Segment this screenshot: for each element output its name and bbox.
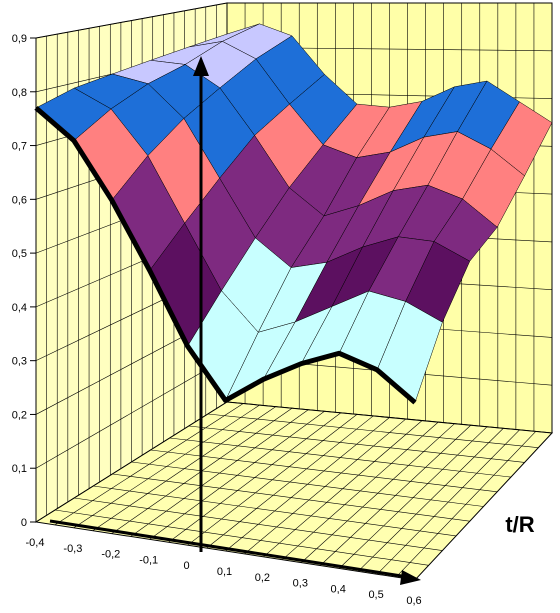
- x-tick-label: -0,1: [139, 554, 158, 566]
- x-tick-label: -0,4: [26, 537, 45, 549]
- z-tick-label: 0,4: [12, 302, 27, 314]
- z-axis-arrow-head: [193, 56, 209, 76]
- back-wall-hline: [35, 2, 228, 39]
- x-tick-label: 0: [184, 560, 190, 572]
- x-axis-ticks: -0,4 -0,3 -0,2 -0,1 0 0,1 0,2 0,3 0,4 0,5 0,6: [26, 537, 422, 607]
- x-tick-label: 0,3: [293, 578, 308, 590]
- x-tick-label: 0,4: [331, 583, 346, 595]
- front-edge: [34, 106, 417, 405]
- x-axis-arrow-line: [49, 519, 409, 579]
- z-tick-label: 0,5: [12, 248, 27, 260]
- surface-mesh: [35, 23, 553, 403]
- x-tick-label: 0,5: [368, 589, 383, 601]
- floor-line-width: [93, 485, 457, 537]
- floor-line-width: [112, 473, 470, 522]
- z-tick-label: 0,7: [12, 141, 27, 153]
- z-tick-label: 0,1: [12, 463, 27, 475]
- z-tick-label: 0,2: [12, 409, 27, 421]
- floor-line-width: [74, 497, 443, 551]
- z-tick-label: 0,9: [12, 33, 27, 45]
- floor-line-width: [169, 437, 511, 478]
- floor-line-width: [131, 461, 484, 507]
- floor-line-width: [207, 413, 539, 448]
- x-tick-label: 0,1: [217, 566, 232, 578]
- x-tick-label: 0,6: [406, 595, 421, 607]
- z-axis-ticks: 0 0,1 0,2 0,3 0,4 0,5 0,6 0,7 0,8 0,9: [12, 33, 36, 529]
- floor-line-width: [55, 509, 429, 566]
- z-tick-label: 0,6: [12, 194, 27, 206]
- depth-axis-label: t/R: [505, 512, 534, 537]
- back-wall-hline: [35, 357, 228, 469]
- x-tick-label: 0,2: [255, 572, 270, 584]
- surface-edges: [34, 106, 417, 405]
- z-tick-label: 0,3: [12, 356, 27, 368]
- z-tick-label: 0,8: [12, 87, 27, 99]
- z-tick-label: 0: [21, 517, 27, 529]
- x-tick-label: -0,2: [101, 549, 120, 561]
- floor-line-width: [150, 449, 498, 493]
- x-tick-label: -0,3: [63, 543, 82, 555]
- floor-line-width: [188, 425, 525, 463]
- x-axis-arrow-head: [400, 570, 421, 585]
